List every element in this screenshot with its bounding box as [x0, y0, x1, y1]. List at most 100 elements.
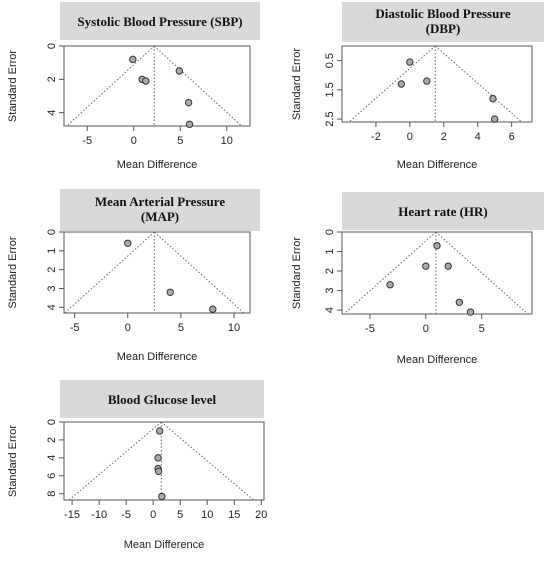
x-tick-label: 2 — [441, 131, 447, 143]
y-axis-label: Standard Error — [291, 237, 303, 309]
y-tick-label: 1.5 — [324, 82, 336, 97]
x-tick-label: 20 — [255, 509, 267, 521]
study-point — [129, 55, 137, 64]
study-point — [185, 120, 194, 129]
study-point — [455, 298, 464, 306]
x-axis-label: Mean Difference — [397, 354, 478, 366]
funnel-plot-panel-5: Blood Glucose level -15 -10 -5 0 5 10 15 20 0 2 4 6 8… — [7, 380, 267, 551]
x-tick-label: -5 — [121, 509, 131, 521]
y-tick-label: 0 — [324, 229, 336, 235]
x-tick-label: -5 — [82, 135, 92, 147]
x-tick-label: -5 — [70, 322, 80, 334]
y-axis-label: Standard Error — [7, 425, 19, 497]
funnel-right-limit — [434, 45, 523, 123]
panel-title: Systolic Blood Pressure (SBP) — [77, 14, 242, 29]
y-tick-label: 3 — [46, 285, 58, 291]
study-point — [154, 467, 163, 476]
y-tick-label: 2 — [46, 76, 58, 82]
y-tick-label: 4 — [46, 304, 58, 310]
panel-title-box — [342, 2, 544, 42]
y-axis-label: Standard Error — [7, 236, 19, 308]
funnel-left-limit — [64, 231, 155, 314]
y-tick-label: 2 — [46, 267, 58, 273]
panel-title-box — [60, 2, 260, 40]
y-axis-label: Standard Error — [7, 50, 19, 122]
x-tick-label: 5 — [177, 135, 183, 147]
plot-frame — [63, 231, 251, 314]
study-point — [155, 427, 164, 435]
panel-title-box — [60, 189, 260, 231]
y-tick-label: 0 — [46, 229, 58, 235]
y-tick-label: 1 — [324, 248, 336, 254]
study-point — [489, 94, 497, 103]
y-tick-label: 4 — [46, 455, 58, 461]
study-point — [142, 77, 150, 85]
x-tick-label: 0 — [131, 135, 137, 147]
study-point — [422, 262, 430, 270]
funnel-plot-panel-1: Systolic Blood Pressure (SBP) -5 0 5 10 0 2 4 Me… — [7, 2, 260, 171]
funnel-left-limit — [348, 45, 436, 123]
x-axis-label: Mean Difference — [117, 351, 198, 363]
y-tick-label: 8 — [46, 491, 58, 497]
funnel-plot-panel-2: Diastolic Blood Pressure (DBP) -2 0 2 4 6 0.5 1.… — [291, 2, 544, 171]
y-axis-label: Standard Error — [291, 48, 303, 120]
x-tick-label: 5 — [479, 323, 485, 335]
x-tick-label: 0 — [407, 131, 413, 143]
y-tick-label: 2 — [46, 437, 58, 443]
study-point — [423, 77, 431, 85]
funnel-left-limit — [66, 45, 155, 127]
study-point — [166, 288, 174, 296]
y-tick-label: 0 — [46, 419, 58, 425]
y-tick-label: 0 — [46, 43, 58, 49]
x-axis-label: Mean Difference — [397, 159, 478, 171]
y-tick-label: 0.5 — [324, 53, 336, 68]
funnel-right-limit — [435, 231, 529, 315]
x-tick-label: 4 — [475, 131, 481, 143]
x-tick-label: 5 — [177, 509, 183, 521]
y-tick-label: 4 — [46, 110, 58, 116]
study-point — [175, 67, 184, 75]
x-axis-label: Mean Difference — [124, 539, 205, 551]
study-point — [184, 98, 193, 107]
y-tick-label: 4 — [324, 307, 336, 313]
x-tick-label: 5 — [178, 322, 184, 334]
x-tick-label: -10 — [91, 509, 107, 521]
x-tick-label: 6 — [509, 131, 515, 143]
x-axis-label: Mean Difference — [117, 159, 198, 171]
funnel-plot-panel-4: Heart rate (HR) -5 0 5 0 1 2 3 4 Mean Difference S… — [291, 192, 544, 366]
study-point — [466, 308, 475, 316]
funnel-right-limit — [154, 231, 245, 314]
panel-title-box — [60, 380, 264, 418]
study-point — [444, 262, 452, 270]
funnel-plot-panel-3: Mean Arterial Pressure (MAP) -5 0 5 10 0 1 2 3 4 Me… — [7, 189, 260, 363]
x-tick-label: 0 — [150, 509, 156, 521]
x-tick-label: -5 — [365, 323, 375, 335]
x-tick-label: 10 — [228, 322, 240, 334]
x-tick-label: -2 — [371, 131, 381, 143]
x-tick-label: -15 — [64, 509, 80, 521]
study-point — [209, 305, 217, 313]
x-tick-label: 0 — [423, 323, 429, 335]
panel-title: Mean Arterial Pressure (MAP) — [95, 194, 225, 224]
plot-frame — [63, 421, 265, 501]
study-point — [386, 281, 394, 289]
panel-title: Heart rate (HR) — [398, 204, 488, 219]
y-tick-label: 1 — [46, 248, 58, 254]
y-tick-label: 6 — [46, 473, 58, 479]
plot-frame — [63, 45, 251, 127]
study-point — [154, 454, 162, 462]
x-tick-label: 0 — [125, 322, 131, 334]
funnel-left-limit — [68, 421, 162, 501]
study-point — [433, 241, 441, 250]
plot-frame — [341, 45, 533, 123]
y-tick-label: 2 — [324, 268, 336, 274]
plot-frame — [341, 231, 533, 315]
funnel-right-limit — [160, 421, 254, 501]
study-point — [397, 80, 406, 88]
panel-title: Diastolic Blood Pressure (DBP) — [375, 6, 511, 36]
panel-title-box — [342, 192, 544, 230]
study-point — [490, 115, 499, 123]
study-point — [406, 58, 414, 66]
y-tick-label: 2.5 — [324, 111, 336, 126]
